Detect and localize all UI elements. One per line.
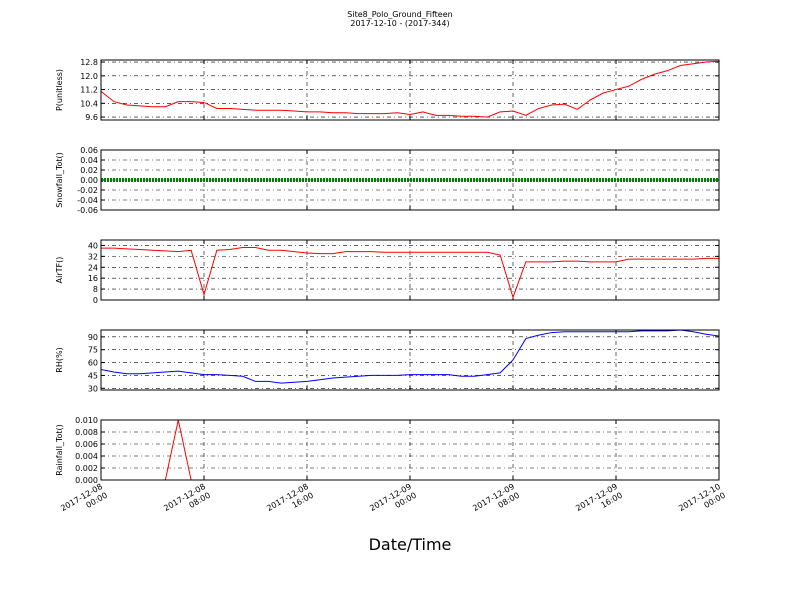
- data-line: [101, 330, 719, 384]
- plot-frame: [100, 329, 720, 391]
- plot-frame: [100, 59, 720, 121]
- y-tick-label: 45: [88, 371, 98, 380]
- y-tick-label: 0.000: [75, 476, 98, 485]
- y-tick-label: 75: [88, 346, 98, 355]
- y-tick-label: 0.010: [75, 416, 98, 425]
- y-tick-label: 9.6: [85, 113, 98, 122]
- y-axis-label: AirTF(): [55, 257, 64, 284]
- y-tick-label: 0.00: [80, 176, 98, 185]
- y-tick-label: 0.04: [80, 156, 98, 165]
- y-tick-label: 0.06: [80, 146, 98, 155]
- y-tick-label: 0.02: [80, 166, 98, 175]
- plot-frame: [100, 419, 720, 481]
- x-tick-label: 2017-12-10 00:00: [677, 482, 727, 522]
- data-line: [101, 247, 719, 299]
- y-tick-label: -0.02: [77, 186, 98, 195]
- y-tick-label: 12.0: [80, 72, 98, 81]
- y-tick-label: 16: [88, 274, 98, 283]
- plot-frame: [100, 239, 720, 301]
- y-tick-label: 11.2: [80, 86, 98, 95]
- y-axis-label: Snowfall_Tot(): [55, 152, 64, 208]
- y-tick-label: -0.04: [77, 196, 98, 205]
- data-line: [101, 60, 719, 118]
- x-tick-label: 2017-12-08 00:00: [59, 482, 109, 522]
- x-axis-label: Date/Time: [369, 535, 452, 554]
- y-tick-label: 40: [88, 241, 98, 250]
- x-tick-label: 2017-12-09 00:00: [368, 482, 418, 522]
- y-tick-label: 0.008: [75, 428, 98, 437]
- y-tick-label: 0.004: [75, 452, 98, 461]
- y-tick-label: 24: [88, 263, 98, 272]
- y-tick-label: 0.006: [75, 440, 98, 449]
- x-tick-label: 2017-12-09 08:00: [471, 482, 521, 522]
- y-tick-label: 0: [93, 296, 98, 305]
- y-axis-label: P(unitless): [55, 69, 64, 111]
- y-axis-label: RH(%): [55, 347, 64, 372]
- y-tick-label: 0.002: [75, 464, 98, 473]
- y-axis-label: Rainfall_Tot(): [55, 424, 64, 476]
- x-tick-label: 2017-12-08 08:00: [162, 482, 212, 522]
- y-tick-label: 12.8: [80, 58, 98, 67]
- x-tick-label: 2017-12-08 16:00: [265, 482, 315, 522]
- y-tick-label: 10.4: [80, 99, 98, 108]
- plot-frame: [100, 149, 720, 211]
- y-tick-label: 90: [88, 333, 98, 342]
- y-tick-label: 60: [88, 359, 98, 368]
- y-tick-label: 8: [93, 285, 98, 294]
- y-tick-label: 32: [88, 252, 98, 261]
- y-tick-label: 30: [88, 384, 98, 393]
- y-tick-label: -0.06: [77, 206, 98, 215]
- figure-subtitle: 2017-12-10 - (2017-344): [350, 19, 449, 28]
- x-tick-label: 2017-12-09 16:00: [574, 482, 624, 522]
- figure-title: Site8_Polo_Ground_Fifteen: [347, 10, 452, 19]
